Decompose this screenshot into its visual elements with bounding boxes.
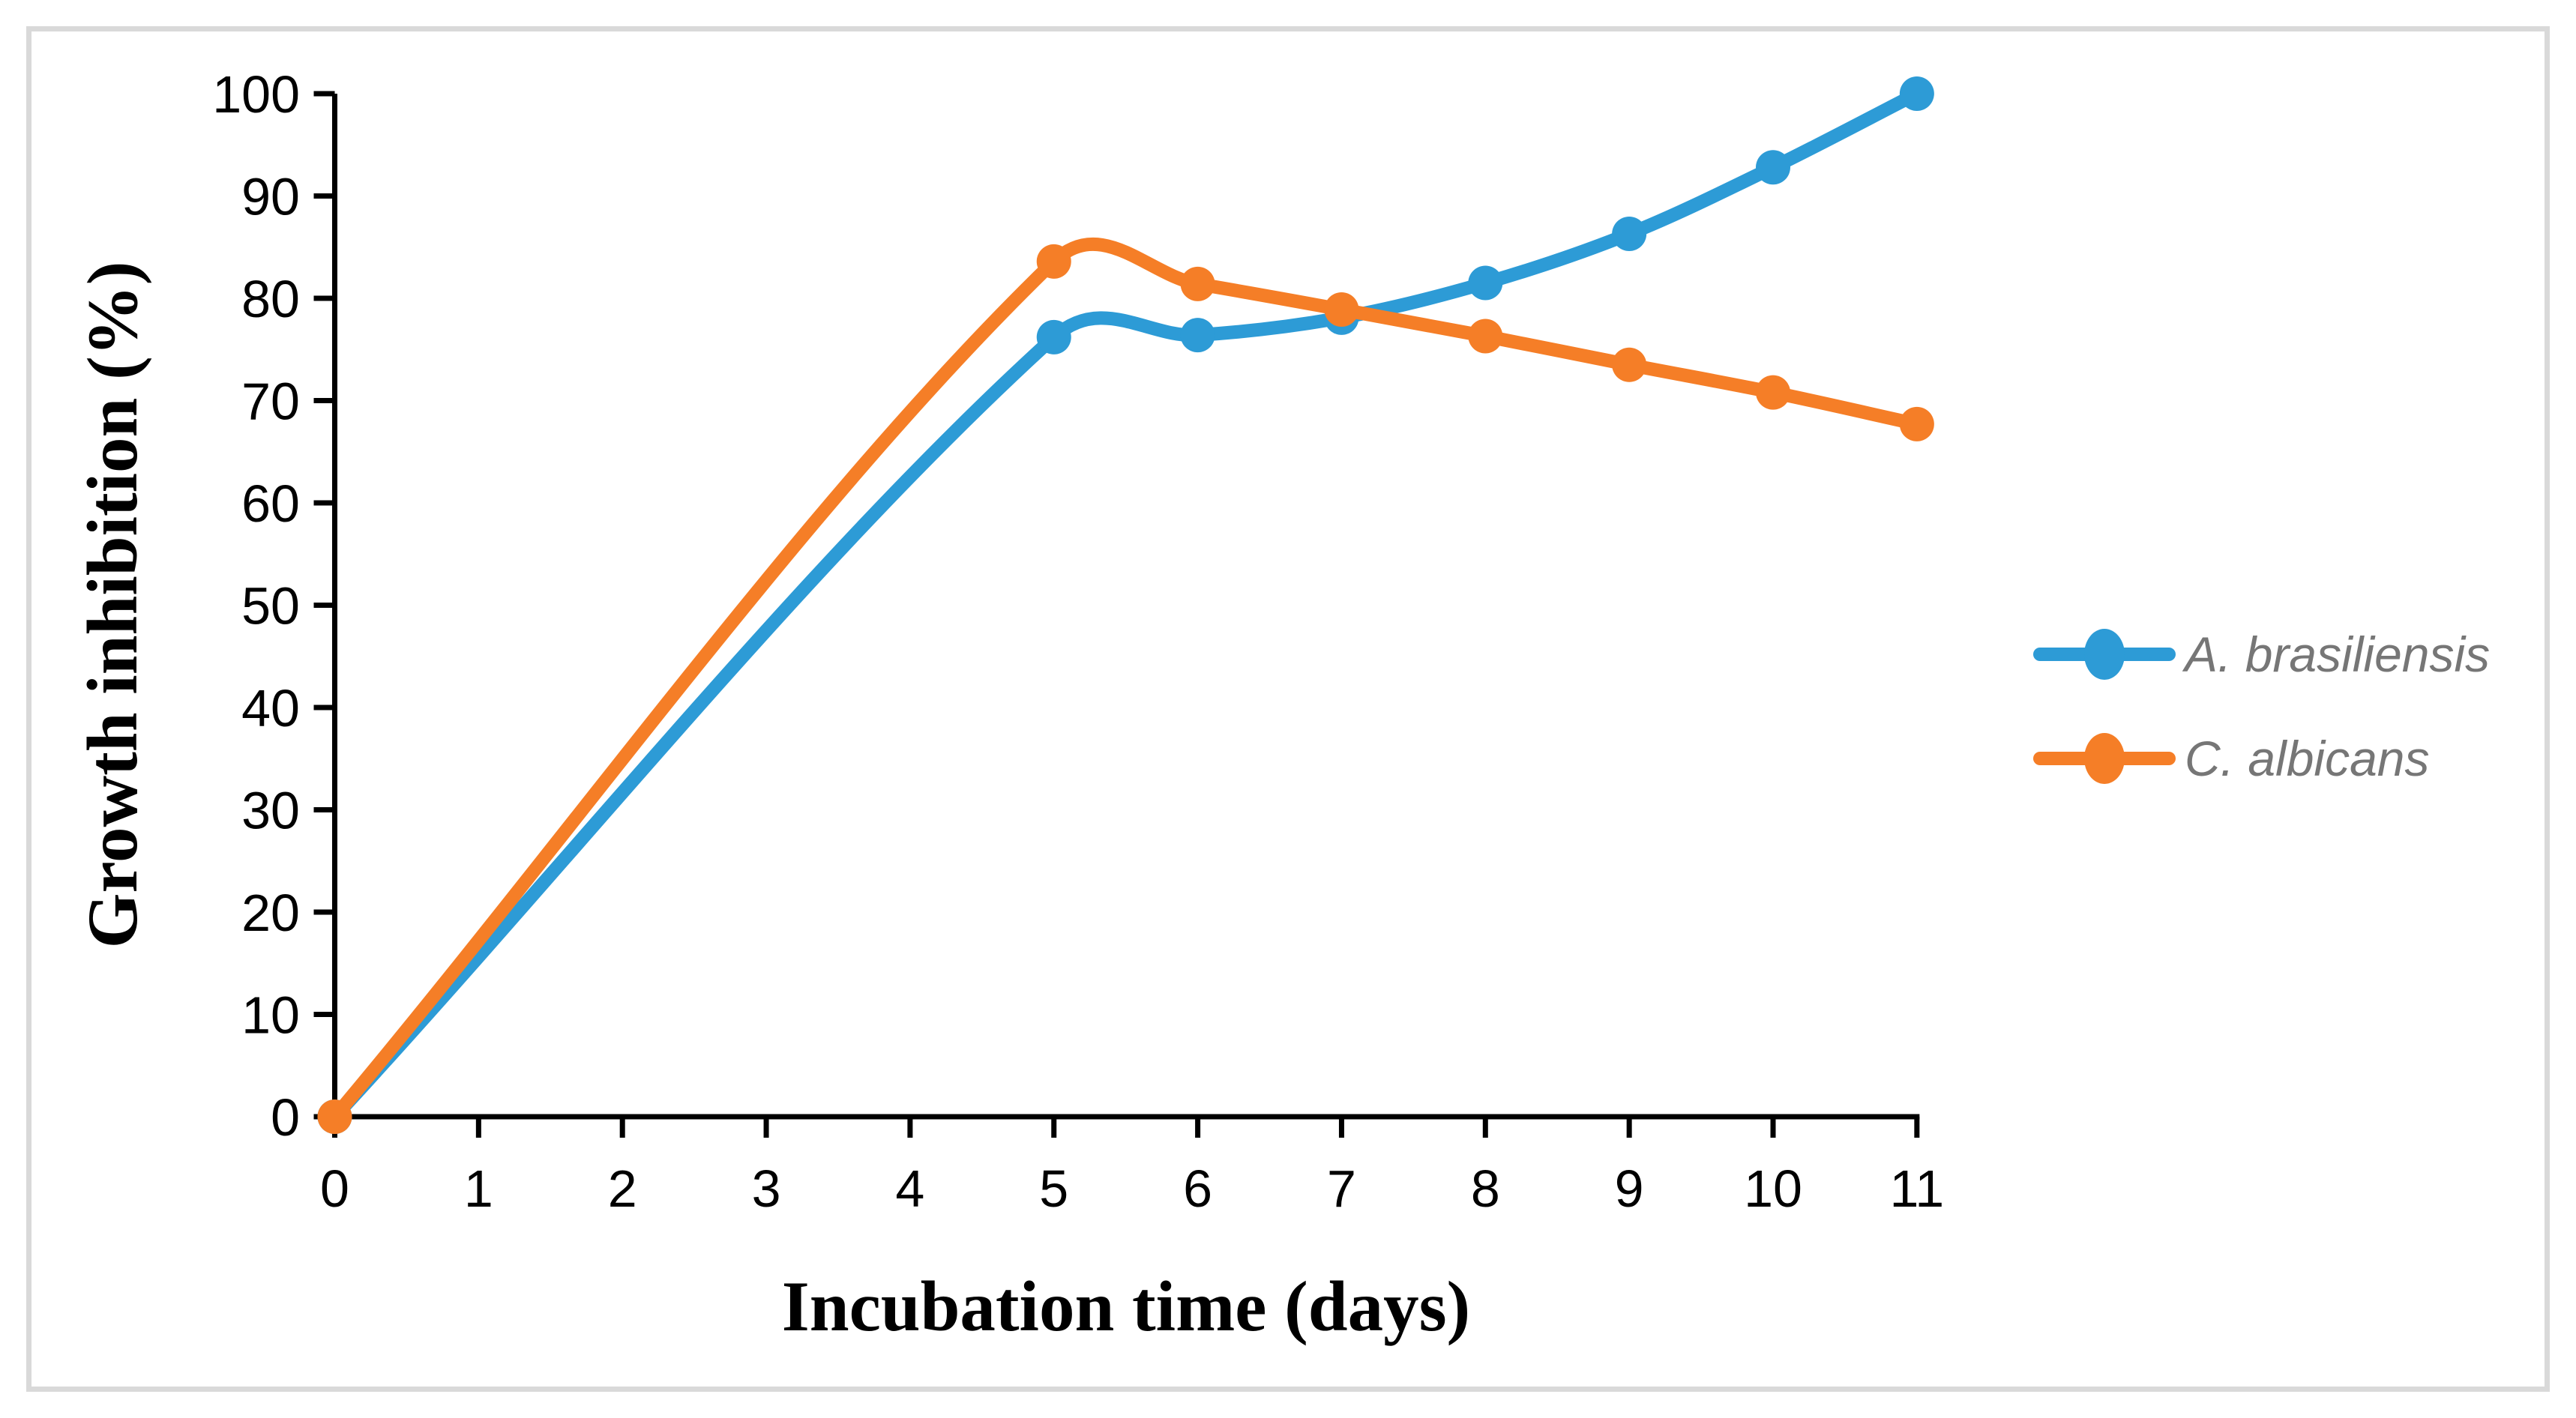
series-1-marker (1756, 375, 1790, 410)
x-axis-title: Incubation time (days) (781, 1267, 1471, 1346)
x-tick-label: 4 (895, 1159, 924, 1218)
x-tick-label: 3 (752, 1159, 781, 1218)
x-tick-label: 2 (608, 1159, 637, 1218)
series-line-1 (328, 238, 1924, 1123)
x-tick-label: 0 (320, 1159, 349, 1218)
x-tick-label: 10 (1744, 1159, 1802, 1218)
series-1-marker (317, 1099, 352, 1134)
series-0-marker (1468, 265, 1503, 301)
series-0-marker (1612, 217, 1647, 252)
y-tick-label: 100 (212, 65, 300, 124)
series-0-marker (1180, 318, 1215, 353)
series-0-marker (1899, 76, 1934, 111)
series-0-marker (1756, 150, 1790, 185)
y-tick-label: 50 (241, 577, 300, 636)
series-1-marker (1036, 244, 1071, 279)
series-1-marker (1612, 347, 1647, 382)
legend-label-a-brasiliensis: A. brasiliensis (2185, 627, 2491, 682)
series-0-marker (1036, 319, 1071, 354)
series-1-marker (1468, 319, 1503, 354)
legend-line-marker-icon (2033, 629, 2176, 680)
series-1-marker (1324, 292, 1359, 328)
series-1-marker (1899, 406, 1934, 441)
x-tick-label: 7 (1327, 1159, 1356, 1218)
y-tick-label: 80 (241, 270, 300, 328)
y-axis-title: Growth inhibition (%) (73, 261, 152, 949)
x-tick-label: 9 (1615, 1159, 1644, 1218)
y-tick-label: 60 (241, 474, 300, 533)
legend-entry-a-brasiliensis: A. brasiliensis (2033, 621, 2490, 688)
legend-label-c-albicans: C. albicans (2185, 731, 2430, 786)
series-1-marker (1180, 266, 1215, 301)
y-tick-label: 30 (241, 782, 300, 840)
y-tick-label: 90 (241, 168, 300, 226)
x-tick-label: 1 (464, 1159, 493, 1218)
x-tick-label: 11 (1890, 1159, 1945, 1218)
figure-border (26, 26, 2550, 1392)
y-tick-label: 10 (241, 986, 300, 1045)
legend-line-marker-icon (2033, 733, 2176, 784)
x-tick-label: 6 (1183, 1159, 1212, 1218)
y-tick-label: 70 (241, 372, 300, 431)
series-line-0 (328, 87, 1924, 1123)
y-tick-label: 20 (241, 884, 300, 942)
y-tick-label: 0 (271, 1088, 300, 1147)
x-tick-label: 5 (1039, 1159, 1068, 1218)
x-tick-label: 8 (1471, 1159, 1500, 1218)
y-tick-label: 40 (241, 679, 300, 737)
legend-entry-c-albicans: C. albicans (2033, 725, 2430, 792)
